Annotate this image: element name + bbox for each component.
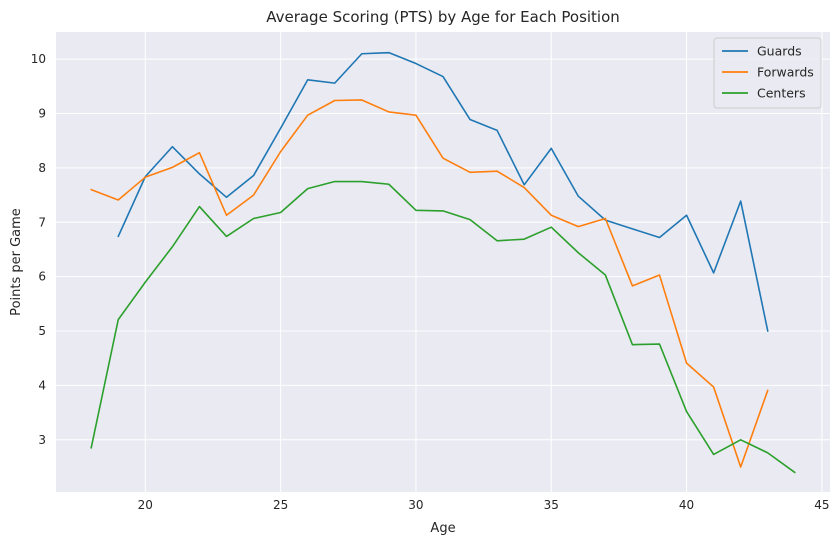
y-tick-label: 8: [38, 161, 46, 175]
legend-label-guards: Guards: [757, 44, 802, 59]
series-layer: [90, 51, 796, 474]
series-line-centers: [90, 180, 796, 474]
chart-title: Average Scoring (PTS) by Age for Each Po…: [266, 8, 620, 26]
y-tick-label: 10: [31, 52, 46, 66]
legend-label-centers: Centers: [757, 86, 806, 101]
y-tick-label: 4: [38, 378, 46, 392]
plot-area: [56, 32, 830, 492]
x-tick-label: 35: [544, 498, 559, 512]
y-tick-label: 9: [38, 107, 46, 121]
legend: Guards Forwards Centers: [713, 37, 822, 109]
grid-lines: [56, 32, 830, 492]
x-tick-label: 20: [138, 498, 153, 512]
y-axis-label: Points per Game: [9, 208, 24, 316]
y-tick-label: 6: [38, 270, 46, 284]
y-tick-label: 7: [38, 215, 46, 229]
y-tick-label: 3: [38, 433, 46, 447]
legend-label-forwards: Forwards: [757, 65, 814, 80]
y-tick-label: 5: [38, 324, 46, 338]
x-axis-label: Age: [430, 521, 455, 536]
x-tick-label: 40: [679, 498, 694, 512]
x-tick-label: 45: [814, 498, 829, 512]
x-tick-label: 25: [273, 498, 288, 512]
series-line-guards: [117, 51, 769, 332]
series-line-forwards: [90, 99, 769, 468]
x-tick-label: 30: [408, 498, 423, 512]
legend-box: [713, 37, 822, 109]
